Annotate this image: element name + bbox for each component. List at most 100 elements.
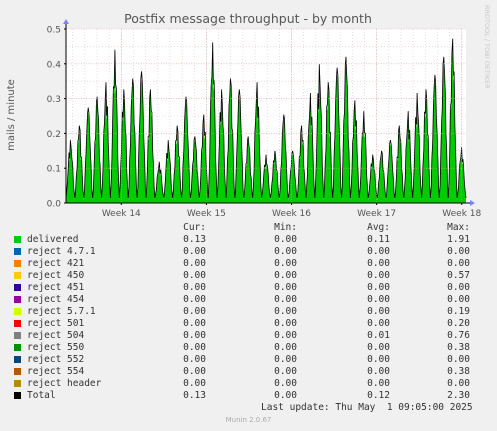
y-tick-label: 0.3	[47, 95, 61, 105]
axes: 0.0 0.1 0.2 0.3 0.4 0.5 Week 14 Week 15 Week 16 W…	[47, 19, 481, 219]
legend-value-max: 0.00	[447, 294, 470, 305]
y-tick-label: 0.2	[47, 130, 61, 140]
legend-value-max: 0.00	[447, 246, 470, 257]
legend-value-cur: 0.00	[183, 330, 206, 341]
legend-row: reject header 0.00 0.00 0.00 0.00	[0, 378, 497, 390]
legend-value-cur: 0.00	[183, 378, 206, 389]
legend-value-max: 0.00	[447, 354, 470, 365]
y-tick-label: 0.0	[47, 200, 62, 210]
legend-row: delivered 0.13 0.00 0.11 1.91	[0, 234, 497, 246]
legend-swatch	[14, 356, 21, 363]
legend-value-min: 0.00	[274, 270, 297, 281]
legend-value-min: 0.00	[274, 246, 297, 257]
y-tick-label: 0.5	[47, 26, 61, 36]
legend-row: reject 450 0.00 0.00 0.00 0.57	[0, 270, 497, 282]
legend-value-avg: 0.00	[367, 294, 390, 305]
legend-value-cur: 0.00	[183, 342, 206, 353]
legend-value-max: 0.00	[447, 282, 470, 293]
legend-series-name: Total	[27, 390, 56, 401]
legend-value-min: 0.00	[274, 330, 297, 341]
y-axis-arrow	[63, 19, 69, 24]
legend-series-name: reject 504	[27, 330, 85, 341]
legend-swatch	[14, 332, 21, 339]
legend-series-name: reject 5.7.1	[27, 306, 96, 317]
legend-value-cur: 0.00	[183, 294, 206, 305]
legend-value-max: 0.57	[447, 270, 470, 281]
legend-row: reject 454 0.00 0.00 0.00 0.00	[0, 294, 497, 306]
legend-value-cur: 0.13	[183, 234, 206, 245]
legend-value-avg: 0.12	[367, 390, 390, 401]
legend-value-avg: 0.00	[367, 306, 390, 317]
series-total-line	[65, 38, 467, 199]
legend-value-max: 0.38	[447, 342, 470, 353]
legend-value-min: 0.00	[274, 258, 297, 269]
legend-swatch	[14, 296, 21, 303]
legend-value-avg: 0.00	[367, 246, 390, 257]
legend-row: reject 501 0.00 0.00 0.00 0.20	[0, 318, 497, 330]
y-tick-label: 0.1	[47, 165, 61, 175]
x-tick-label: Week 18	[442, 209, 481, 219]
legend-swatch	[14, 344, 21, 351]
legend-value-cur: 0.13	[183, 390, 206, 401]
legend-value-cur: 0.00	[183, 306, 206, 317]
munin-version: Munin 2.0.67	[225, 416, 272, 424]
legend-series-name: reject 554	[27, 366, 85, 377]
legend-value-cur: 0.00	[183, 270, 206, 281]
legend-swatch	[14, 248, 21, 255]
legend-series-name: reject 451	[27, 282, 85, 293]
legend-value-max: 0.19	[447, 306, 470, 317]
legend-header: Cur: Min: Avg: Max:	[0, 222, 497, 234]
legend-value-cur: 0.00	[183, 318, 206, 329]
x-tick-label: Week 16	[272, 209, 311, 219]
x-axis-arrow	[470, 200, 475, 206]
legend-row: reject 451 0.00 0.00 0.00 0.00	[0, 282, 497, 294]
area-layer	[65, 38, 467, 204]
legend-value-avg: 0.00	[367, 282, 390, 293]
legend-series-name: reject 4.7.1	[27, 246, 96, 257]
last-update: Last update: Thu May 1 09:05:00 2025	[261, 402, 473, 413]
legend-value-cur: 0.00	[183, 354, 206, 365]
legend-value-avg: 0.00	[367, 378, 390, 389]
legend-swatch	[14, 308, 21, 315]
legend-header-avg: Avg:	[367, 222, 390, 233]
legend-row: reject 504 0.00 0.00 0.01 0.76	[0, 330, 497, 342]
legend-value-avg: 0.00	[367, 258, 390, 269]
legend-value-max: 0.20	[447, 318, 470, 329]
legend-value-max: 0.76	[447, 330, 470, 341]
legend-value-avg: 0.00	[367, 318, 390, 329]
y-tick-label: 0.4	[47, 60, 62, 70]
legend-value-avg: 0.11	[367, 234, 390, 245]
legend-value-max: 0.00	[447, 378, 470, 389]
legend-row: reject 5.7.1 0.00 0.00 0.00 0.19	[0, 306, 497, 318]
legend-value-max: 0.38	[447, 366, 470, 377]
legend-value-cur: 0.00	[183, 282, 206, 293]
legend-swatch	[14, 236, 21, 243]
legend-value-cur: 0.00	[183, 258, 206, 269]
legend-value-min: 0.00	[274, 306, 297, 317]
legend-value-min: 0.00	[274, 390, 297, 401]
legend-value-avg: 0.00	[367, 354, 390, 365]
legend-value-min: 0.00	[274, 234, 297, 245]
legend-header-min: Min:	[274, 222, 297, 233]
legend-swatch	[14, 272, 21, 279]
legend-series-name: reject 421	[27, 258, 85, 269]
legend-value-max: 2.30	[447, 390, 470, 401]
legend-value-avg: 0.00	[367, 366, 390, 377]
x-tick-label: Week 15	[187, 209, 226, 219]
legend-value-cur: 0.00	[183, 366, 206, 377]
legend-value-max: 0.00	[447, 258, 470, 269]
legend-row: reject 554 0.00 0.00 0.00 0.38	[0, 366, 497, 378]
legend-swatch	[14, 320, 21, 327]
legend-row: Total 0.13 0.00 0.12 2.30	[0, 390, 497, 402]
legend-value-avg: 0.00	[367, 342, 390, 353]
legend-series-name: delivered	[27, 234, 79, 245]
legend-value-avg: 0.01	[367, 330, 390, 341]
legend-swatch	[14, 260, 21, 267]
legend-swatch	[14, 284, 21, 291]
legend-swatch	[14, 368, 21, 375]
legend-value-min: 0.00	[274, 282, 297, 293]
legend-row: reject 421 0.00 0.00 0.00 0.00	[0, 258, 497, 270]
legend-series-name: reject 550	[27, 342, 85, 353]
legend-series-name: reject 454	[27, 294, 85, 305]
legend-value-max: 1.91	[447, 234, 470, 245]
